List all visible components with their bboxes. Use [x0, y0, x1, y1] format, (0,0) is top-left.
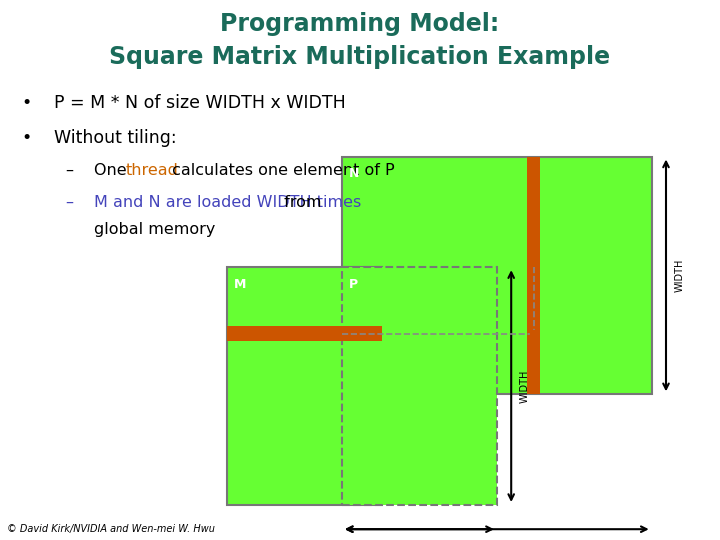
- Text: global memory: global memory: [94, 222, 215, 237]
- Text: One: One: [94, 163, 131, 178]
- Bar: [227, 326, 382, 341]
- Text: M: M: [234, 278, 246, 291]
- Text: –: –: [65, 195, 73, 210]
- Text: WIDTH: WIDTH: [675, 259, 685, 292]
- Text: •: •: [22, 93, 32, 112]
- Bar: [528, 157, 541, 394]
- Text: Square Matrix Multiplication Example: Square Matrix Multiplication Example: [109, 45, 611, 69]
- Text: P: P: [349, 278, 359, 291]
- Text: thread: thread: [126, 163, 179, 178]
- Text: from: from: [279, 195, 322, 210]
- Text: P = M * N of size WIDTH x WIDTH: P = M * N of size WIDTH x WIDTH: [54, 93, 346, 112]
- Text: Without tiling:: Without tiling:: [54, 129, 176, 147]
- Text: M and N are loaded WIDTH times: M and N are loaded WIDTH times: [94, 195, 361, 210]
- Text: –: –: [65, 163, 73, 178]
- Text: N: N: [349, 167, 359, 180]
- Bar: [342, 157, 652, 394]
- Text: Programming Model:: Programming Model:: [220, 12, 500, 36]
- Bar: [227, 267, 382, 505]
- Bar: [342, 267, 497, 505]
- Text: calculates one element of P: calculates one element of P: [167, 163, 395, 178]
- Text: WIDTH: WIDTH: [520, 369, 530, 403]
- Text: © David Kirk/NVIDIA and Wen-mei W. Hwu: © David Kirk/NVIDIA and Wen-mei W. Hwu: [7, 523, 215, 534]
- Text: •: •: [22, 129, 32, 147]
